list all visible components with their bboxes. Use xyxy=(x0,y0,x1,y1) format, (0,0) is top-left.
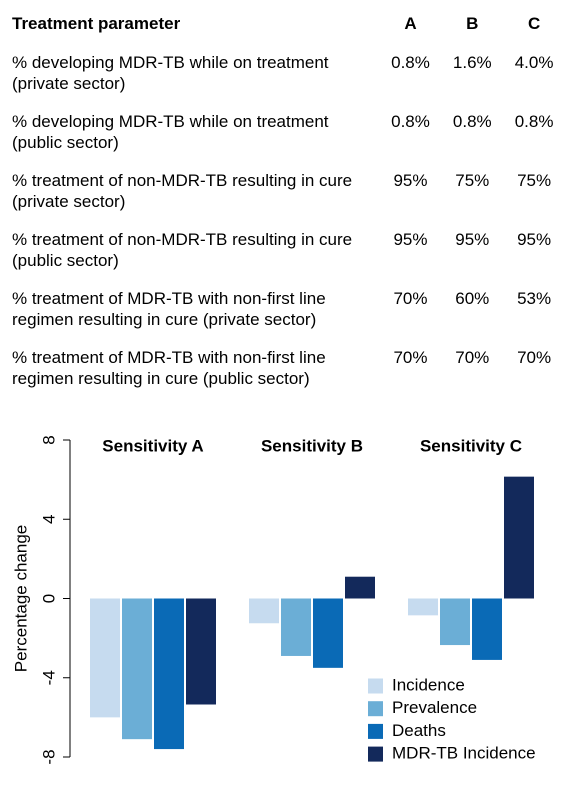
y-tick-label: 0 xyxy=(39,594,58,603)
category-label: Sensitivity B xyxy=(261,436,363,455)
bar xyxy=(472,598,502,660)
table-body: % developing MDR-TB while on treatment (… xyxy=(12,52,565,406)
table-row: % treatment of MDR-TB with non-first lin… xyxy=(12,288,565,347)
bar xyxy=(408,598,438,616)
bar xyxy=(281,598,311,656)
cell-value: 70% xyxy=(393,289,428,308)
chart: -8 -4 0 4 8 Percentage change Sensitivity A Sen… xyxy=(11,435,536,764)
table-row: % treatment of non-MDR-TB resulting in c… xyxy=(12,170,565,229)
bar xyxy=(345,576,375,599)
legend-swatch xyxy=(368,701,383,717)
category-label: Sensitivity C xyxy=(420,436,522,455)
cell-value: 0.8% xyxy=(514,112,554,131)
cell-value: 70% xyxy=(455,348,490,367)
bar xyxy=(440,598,470,646)
table-row: % treatment of non-MDR-TB resulting in c… xyxy=(12,229,565,288)
cell-value: 1.6% xyxy=(452,53,492,72)
parameter-name: % treatment of non-MDR-TB resulting in c… xyxy=(12,230,353,270)
legend-label: MDR-TB Incidence xyxy=(392,744,536,763)
cell-value: 0.8% xyxy=(391,53,430,72)
column-header: A xyxy=(404,14,417,33)
cell-value: 95% xyxy=(517,230,552,249)
cell-value: 70% xyxy=(517,348,552,367)
parameter-name: % treatment of MDR-TB with non-first lin… xyxy=(12,348,326,388)
y-tick-label: -4 xyxy=(39,670,58,685)
legend-swatch xyxy=(368,723,383,739)
cell-value: 75% xyxy=(455,171,490,190)
cell-value: 0.8% xyxy=(391,112,430,131)
cell-value: 95% xyxy=(393,171,428,190)
cell-value: 70% xyxy=(393,348,428,367)
y-tick-label: -8 xyxy=(39,749,58,764)
table-row: % developing MDR-TB while on treatment (… xyxy=(12,111,565,170)
y-tick-label: 8 xyxy=(39,435,58,444)
cell-value: 60% xyxy=(455,289,490,308)
y-axis-title: Percentage change xyxy=(11,525,30,672)
legend-swatch xyxy=(368,678,383,694)
column-header: B xyxy=(466,14,479,33)
table-row: % treatment of MDR-TB with non-first lin… xyxy=(12,347,565,406)
column-header: Treatment parameter xyxy=(12,14,181,33)
category-label: Sensitivity A xyxy=(102,436,203,455)
bar xyxy=(90,598,120,718)
column-header: C xyxy=(527,14,541,33)
legend-label: Deaths xyxy=(392,721,446,740)
bar xyxy=(122,598,152,740)
bar xyxy=(186,598,216,705)
legend-swatch xyxy=(368,746,383,762)
parameter-name: % developing MDR-TB while on treatment (… xyxy=(12,112,329,152)
parameter-name: % developing MDR-TB while on treatment (… xyxy=(12,53,329,93)
parameter-name: % treatment of non-MDR-TB resulting in c… xyxy=(12,171,353,211)
cell-value: 75% xyxy=(517,171,552,190)
table-header: Treatment parameter A B C xyxy=(12,14,565,52)
cell-value: 95% xyxy=(393,230,428,249)
legend-label: Incidence xyxy=(392,675,465,694)
bar xyxy=(504,476,534,599)
legend-label: Prevalence xyxy=(392,698,477,717)
y-tick-label: 4 xyxy=(39,515,58,524)
cell-value: 0.8% xyxy=(452,112,492,131)
bar xyxy=(313,598,343,668)
bar xyxy=(249,598,279,624)
parameter-name: % treatment of MDR-TB with non-first lin… xyxy=(12,289,326,329)
bar xyxy=(154,598,184,750)
cell-value: 95% xyxy=(455,230,490,249)
parameter-table: Treatment parameter A B C % developing MDR-T… xyxy=(12,14,565,406)
cell-value: 4.0% xyxy=(514,53,554,72)
cell-value: 53% xyxy=(517,289,552,308)
table-row: % developing MDR-TB while on treatment (… xyxy=(12,52,565,111)
